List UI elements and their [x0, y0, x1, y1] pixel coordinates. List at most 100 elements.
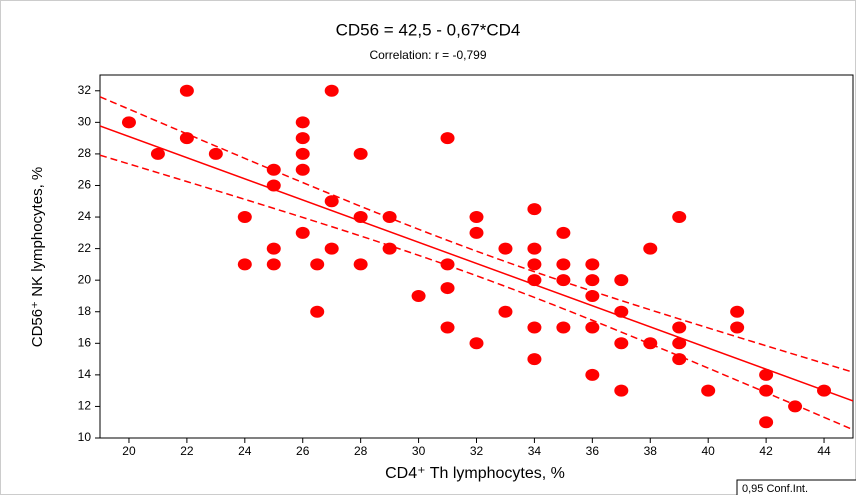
point: [730, 321, 745, 334]
point: [556, 258, 571, 271]
y-tick-label: 26: [78, 178, 92, 192]
point: [672, 211, 687, 224]
point: [353, 211, 368, 224]
y-tick-label: 16: [78, 335, 92, 349]
y-tick-label: 22: [78, 241, 92, 255]
point: [440, 321, 455, 334]
point: [527, 353, 542, 366]
point: [498, 305, 513, 318]
point: [614, 274, 629, 287]
point: [266, 242, 281, 255]
y-tick-label: 20: [78, 272, 92, 286]
point: [295, 163, 310, 176]
x-tick-label: 44: [817, 444, 831, 458]
x-tick-label: 38: [644, 444, 658, 458]
point: [643, 337, 658, 350]
y-tick-label: 30: [78, 115, 92, 129]
y-tick-label: 14: [78, 367, 92, 381]
point: [672, 353, 687, 366]
y-tick-label: 32: [78, 83, 92, 97]
point: [527, 203, 542, 216]
x-tick-label: 24: [238, 444, 252, 458]
point: [585, 274, 600, 287]
point: [440, 282, 455, 295]
x-tick-label: 20: [122, 444, 136, 458]
point: [440, 258, 455, 271]
point: [179, 132, 194, 145]
conf-band-upper: [100, 96, 853, 373]
point: [295, 226, 310, 239]
x-tick-label: 26: [296, 444, 310, 458]
point: [324, 242, 339, 255]
point: [310, 258, 325, 271]
point: [614, 305, 629, 318]
point: [324, 195, 339, 208]
point: [295, 116, 310, 129]
point: [672, 321, 687, 334]
point: [310, 305, 325, 318]
point: [585, 321, 600, 334]
point: [527, 242, 542, 255]
point: [353, 147, 368, 160]
point: [208, 147, 223, 160]
point: [295, 147, 310, 160]
y-tick-label: 28: [78, 146, 92, 160]
x-axis-label: CD4⁺ Th lymphocytes, %: [385, 465, 565, 482]
y-tick-label: 24: [78, 209, 92, 223]
point: [382, 242, 397, 255]
y-tick-label: 10: [78, 430, 92, 444]
point: [788, 400, 803, 413]
x-tick-label: 22: [180, 444, 194, 458]
point: [556, 321, 571, 334]
point: [817, 384, 832, 397]
point: [614, 337, 629, 350]
point: [585, 368, 600, 381]
y-tick-label: 18: [78, 304, 92, 318]
x-tick-label: 34: [528, 444, 542, 458]
point: [469, 226, 484, 239]
point: [469, 211, 484, 224]
point: [266, 179, 281, 192]
point: [614, 384, 629, 397]
point: [266, 258, 281, 271]
point: [759, 416, 774, 429]
chart-title: CD56 = 42,5 - 0,67*CD4: [336, 20, 521, 39]
point: [469, 337, 484, 350]
point: [295, 132, 310, 145]
point: [759, 368, 774, 381]
x-tick-label: 30: [412, 444, 426, 458]
point: [527, 321, 542, 334]
point: [527, 258, 542, 271]
point: [179, 84, 194, 97]
point: [672, 337, 687, 350]
legend-label: 0,95 Conf.Int.: [742, 483, 808, 495]
point: [556, 274, 571, 287]
point: [324, 84, 339, 97]
regression-line: [100, 125, 853, 402]
point: [440, 132, 455, 145]
y-axis-label: CD56⁺ NK lymphocytes, %: [29, 167, 46, 347]
point: [150, 147, 165, 160]
point: [643, 242, 658, 255]
y-tick-label: 12: [78, 399, 92, 413]
point: [353, 258, 368, 271]
x-tick-label: 32: [470, 444, 484, 458]
point: [237, 258, 252, 271]
conf-band-lower: [100, 154, 853, 431]
x-tick-label: 28: [354, 444, 368, 458]
legend-box: [736, 479, 856, 495]
point: [701, 384, 716, 397]
point: [411, 289, 426, 302]
x-tick-label: 36: [586, 444, 600, 458]
point: [121, 116, 136, 129]
point: [585, 258, 600, 271]
point: [585, 289, 600, 302]
point: [527, 274, 542, 287]
point: [759, 384, 774, 397]
point: [730, 305, 745, 318]
point: [237, 211, 252, 224]
chart-subtitle: Correlation: r = -0,799: [369, 48, 486, 62]
x-tick-label: 40: [702, 444, 716, 458]
x-tick-label: 42: [759, 444, 773, 458]
